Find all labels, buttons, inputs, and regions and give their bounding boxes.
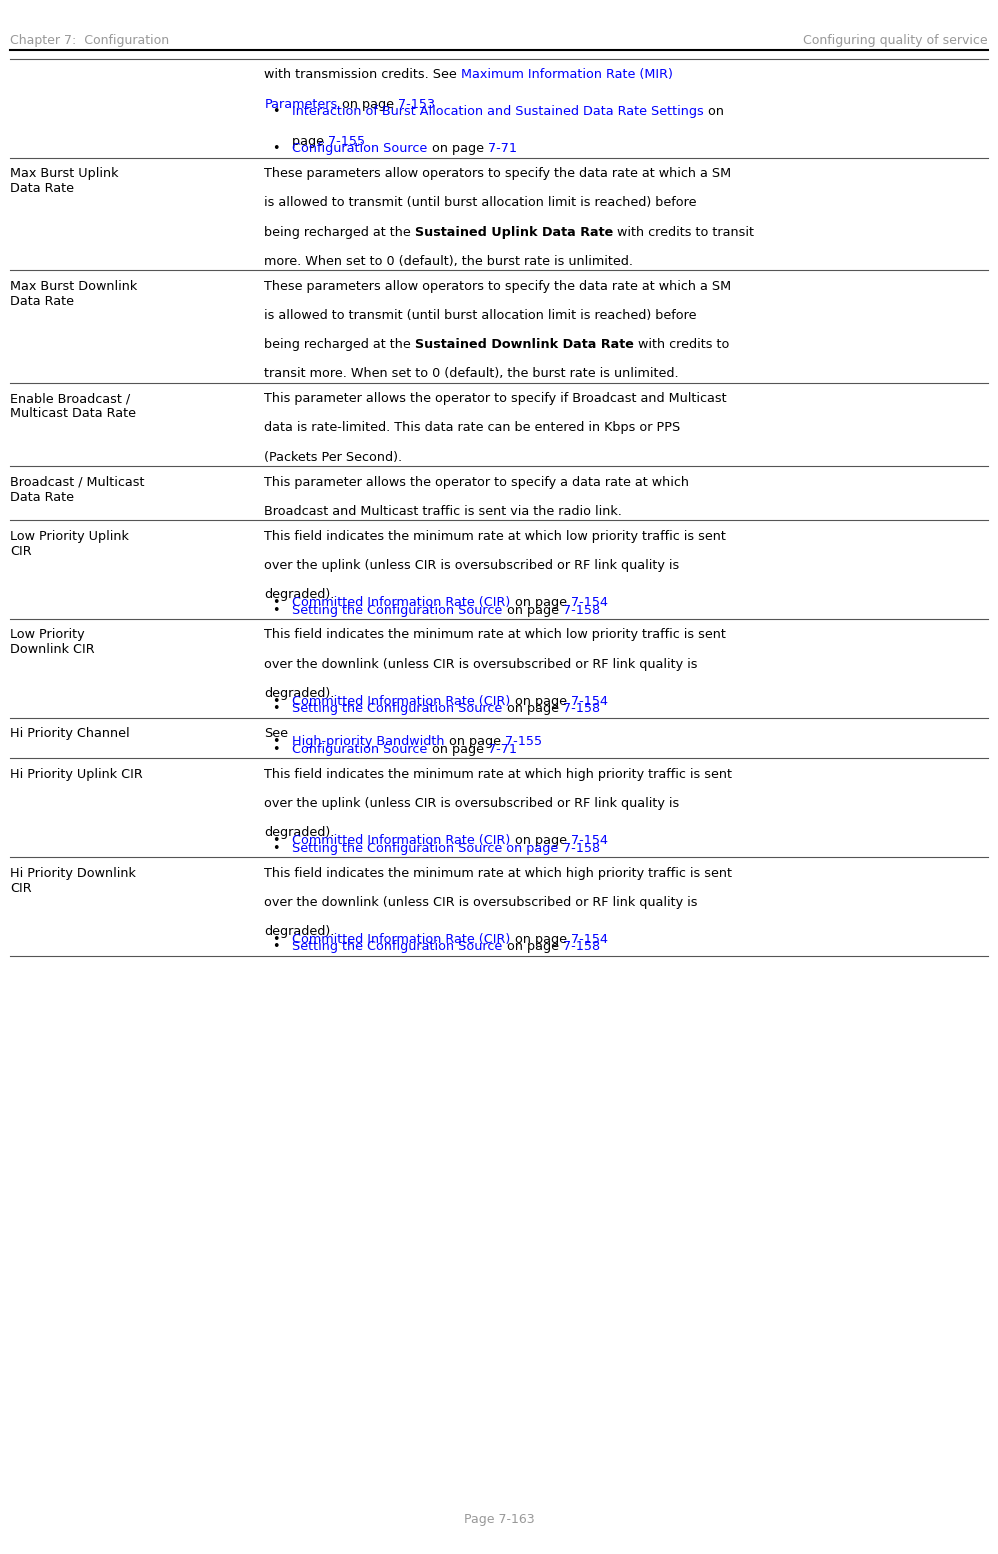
Text: Hi Priority Channel: Hi Priority Channel bbox=[10, 727, 130, 740]
Text: •: • bbox=[272, 842, 280, 855]
Text: •: • bbox=[272, 595, 280, 609]
Text: on page: on page bbox=[428, 143, 488, 155]
Text: degraded).: degraded). bbox=[264, 827, 335, 839]
Text: Setting the Configuration Source: Setting the Configuration Source bbox=[292, 603, 503, 617]
Text: data is rate-limited. This data rate can be entered in Kbps or PPS: data is rate-limited. This data rate can… bbox=[264, 421, 681, 435]
Text: on page: on page bbox=[511, 695, 571, 707]
Text: These parameters allow operators to specify the data rate at which a SM: These parameters allow operators to spec… bbox=[264, 280, 732, 292]
Text: over the downlink (unless CIR is oversubscribed or RF link quality is: over the downlink (unless CIR is oversub… bbox=[264, 657, 698, 671]
Text: Configuring quality of service: Configuring quality of service bbox=[803, 34, 988, 47]
Text: Parameters: Parameters bbox=[264, 98, 337, 110]
Text: Sustained Uplink Data Rate: Sustained Uplink Data Rate bbox=[415, 225, 614, 239]
Text: on page: on page bbox=[511, 834, 571, 847]
Text: 7-154: 7-154 bbox=[571, 932, 608, 946]
Text: being recharged at the: being recharged at the bbox=[264, 339, 415, 351]
Text: with credits to: with credits to bbox=[634, 339, 730, 351]
Text: Max Burst Uplink
Data Rate: Max Burst Uplink Data Rate bbox=[10, 168, 119, 196]
Text: Max Burst Downlink
Data Rate: Max Burst Downlink Data Rate bbox=[10, 280, 138, 308]
Text: on page: on page bbox=[337, 98, 398, 110]
Text: •: • bbox=[272, 932, 280, 946]
Text: 7-155: 7-155 bbox=[505, 735, 542, 747]
Text: Committed Information Rate (CIR): Committed Information Rate (CIR) bbox=[292, 695, 511, 707]
Text: Enable Broadcast /
Multicast Data Rate: Enable Broadcast / Multicast Data Rate bbox=[10, 392, 136, 420]
Text: degraded).: degraded). bbox=[264, 925, 335, 939]
Text: transit more. When set to 0 (default), the burst rate is unlimited.: transit more. When set to 0 (default), t… bbox=[264, 367, 679, 381]
Text: on page: on page bbox=[511, 595, 571, 609]
Text: (Packets Per Second).: (Packets Per Second). bbox=[264, 451, 402, 463]
Text: Committed Information Rate (CIR): Committed Information Rate (CIR) bbox=[292, 932, 511, 946]
Text: on page: on page bbox=[511, 932, 571, 946]
Text: 7-154: 7-154 bbox=[571, 834, 608, 847]
Text: This field indicates the minimum rate at which high priority traffic is sent: This field indicates the minimum rate at… bbox=[264, 867, 733, 880]
Text: on: on bbox=[705, 106, 725, 118]
Text: •: • bbox=[272, 603, 280, 617]
Text: 7-71: 7-71 bbox=[488, 143, 517, 155]
Text: Configuration Source: Configuration Source bbox=[292, 143, 428, 155]
Text: over the uplink (unless CIR is oversubscribed or RF link quality is: over the uplink (unless CIR is oversubsc… bbox=[264, 797, 680, 810]
Text: with credits to transit: with credits to transit bbox=[614, 225, 754, 239]
Text: page: page bbox=[292, 135, 328, 148]
Text: degraded).: degraded). bbox=[264, 687, 335, 699]
Text: This field indicates the minimum rate at which low priority traffic is sent: This field indicates the minimum rate at… bbox=[264, 628, 727, 642]
Text: •: • bbox=[272, 834, 280, 847]
Text: •: • bbox=[272, 735, 280, 747]
Text: 7-71: 7-71 bbox=[488, 743, 517, 755]
Text: •: • bbox=[272, 106, 280, 118]
Text: with transmission credits. See: with transmission credits. See bbox=[264, 68, 461, 81]
Text: This field indicates the minimum rate at which high priority traffic is sent: This field indicates the minimum rate at… bbox=[264, 768, 733, 780]
Text: over the downlink (unless CIR is oversubscribed or RF link quality is: over the downlink (unless CIR is oversub… bbox=[264, 895, 698, 909]
Text: •: • bbox=[272, 695, 280, 707]
Text: on page: on page bbox=[503, 702, 563, 715]
Text: Maximum Information Rate (MIR): Maximum Information Rate (MIR) bbox=[461, 68, 673, 81]
Text: •: • bbox=[272, 143, 280, 155]
Text: being recharged at the: being recharged at the bbox=[264, 225, 415, 239]
Text: This field indicates the minimum rate at which low priority traffic is sent: This field indicates the minimum rate at… bbox=[264, 530, 727, 542]
Text: 7-154: 7-154 bbox=[571, 595, 608, 609]
Text: on page: on page bbox=[445, 735, 505, 747]
Text: Broadcast / Multicast
Data Rate: Broadcast / Multicast Data Rate bbox=[10, 476, 145, 503]
Text: •: • bbox=[272, 702, 280, 715]
Text: on page: on page bbox=[428, 743, 488, 755]
Text: 7-158: 7-158 bbox=[563, 603, 600, 617]
Text: Committed Information Rate (CIR): Committed Information Rate (CIR) bbox=[292, 834, 511, 847]
Text: This parameter allows the operator to specify a data rate at which: This parameter allows the operator to sp… bbox=[264, 476, 690, 488]
Text: 7-153: 7-153 bbox=[398, 98, 435, 110]
Text: Setting the Configuration Source: Setting the Configuration Source bbox=[292, 702, 503, 715]
Text: Sustained Downlink Data Rate: Sustained Downlink Data Rate bbox=[415, 339, 634, 351]
Text: •: • bbox=[272, 940, 280, 954]
Text: Low Priority Uplink
CIR: Low Priority Uplink CIR bbox=[10, 530, 129, 558]
Text: on page: on page bbox=[503, 940, 563, 954]
Text: Chapter 7:  Configuration: Chapter 7: Configuration bbox=[10, 34, 169, 47]
Text: Hi Priority Uplink CIR: Hi Priority Uplink CIR bbox=[10, 768, 143, 780]
Text: is allowed to transmit (until burst allocation limit is reached) before: is allowed to transmit (until burst allo… bbox=[264, 196, 697, 210]
Text: is allowed to transmit (until burst allocation limit is reached) before: is allowed to transmit (until burst allo… bbox=[264, 309, 697, 322]
Text: on page: on page bbox=[503, 603, 563, 617]
Text: Low Priority
Downlink CIR: Low Priority Downlink CIR bbox=[10, 628, 95, 656]
Text: 7-154: 7-154 bbox=[571, 695, 608, 707]
Text: 7-158: 7-158 bbox=[563, 940, 600, 954]
Text: Committed Information Rate (CIR): Committed Information Rate (CIR) bbox=[292, 595, 511, 609]
Text: Page 7-163: Page 7-163 bbox=[464, 1514, 534, 1526]
Text: Broadcast and Multicast traffic is sent via the radio link.: Broadcast and Multicast traffic is sent … bbox=[264, 505, 623, 517]
Text: See: See bbox=[264, 727, 288, 740]
Text: 7-158: 7-158 bbox=[563, 702, 600, 715]
Text: •: • bbox=[272, 743, 280, 755]
Text: These parameters allow operators to specify the data rate at which a SM: These parameters allow operators to spec… bbox=[264, 168, 732, 180]
Text: Setting the Configuration Source on page: Setting the Configuration Source on page bbox=[292, 842, 563, 855]
Text: Configuration Source: Configuration Source bbox=[292, 743, 428, 755]
Text: degraded).: degraded). bbox=[264, 587, 335, 601]
Text: High-priority Bandwidth: High-priority Bandwidth bbox=[292, 735, 445, 747]
Text: This parameter allows the operator to specify if Broadcast and Multicast: This parameter allows the operator to sp… bbox=[264, 392, 728, 406]
Text: over the uplink (unless CIR is oversubscribed or RF link quality is: over the uplink (unless CIR is oversubsc… bbox=[264, 559, 680, 572]
Text: Interaction of Burst Allocation and Sustained Data Rate Settings: Interaction of Burst Allocation and Sust… bbox=[292, 106, 705, 118]
Text: 7-158: 7-158 bbox=[563, 842, 600, 855]
Text: 7-155: 7-155 bbox=[328, 135, 365, 148]
Text: more. When set to 0 (default), the burst rate is unlimited.: more. When set to 0 (default), the burst… bbox=[264, 255, 634, 267]
Text: Hi Priority Downlink
CIR: Hi Priority Downlink CIR bbox=[10, 867, 136, 895]
Text: Setting the Configuration Source: Setting the Configuration Source bbox=[292, 940, 503, 954]
